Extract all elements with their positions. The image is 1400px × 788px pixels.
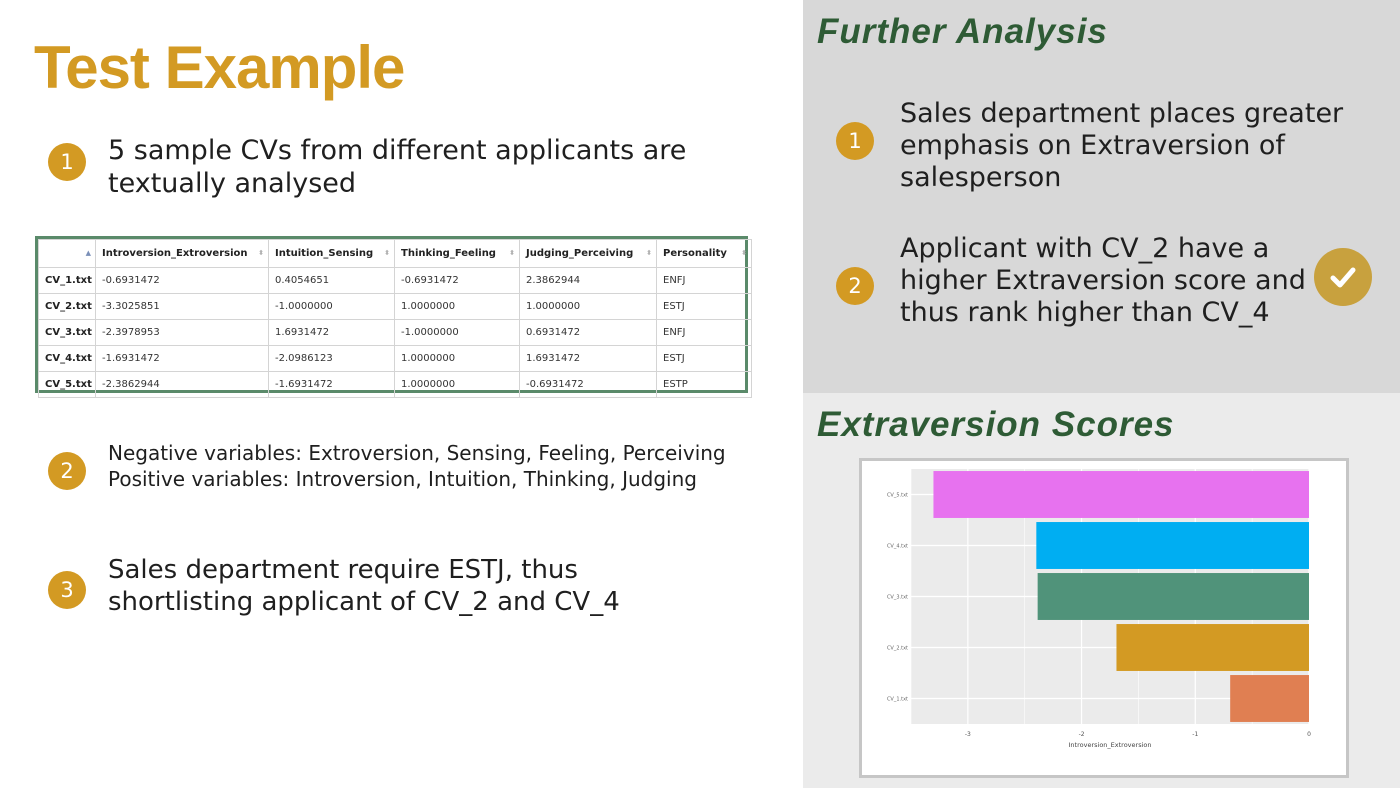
point-3-text: Sales department require ESTJ, thus shor…	[108, 554, 620, 618]
table-cell: 2.3862944	[519, 267, 657, 294]
sort-icon[interactable]: ⬍	[384, 249, 390, 257]
table-cell: -3.3025851	[95, 293, 269, 320]
table-row: CV_4.txt -1.6931472 -2.0986123 1.0000000…	[38, 345, 752, 372]
point-1-line-1: 5 sample CVs from different applicants a…	[108, 135, 687, 166]
column-header-introversion-extroversion[interactable]: Introversion_Extroversion ⬍	[95, 239, 269, 268]
column-header-intuition-sensing[interactable]: Intuition_Sensing ⬍	[268, 239, 395, 268]
table-cell: 1.0000000	[394, 345, 520, 372]
extraversion-bar-chart: -3 -2 -1 0 CV_5.txt CV_4.txt CV_3.txt CV_2.txt C…	[887, 469, 1311, 749]
column-header-personality[interactable]: Personality ⬍	[656, 239, 752, 268]
point-2-line-2: Positive variables: Introversion, Intuit…	[108, 467, 697, 491]
table-cell: 1.0000000	[394, 371, 520, 398]
table-cell: -2.0986123	[268, 345, 395, 372]
table-cell: -2.3978953	[95, 319, 269, 346]
row-name-cell: CV_5.txt	[38, 371, 96, 398]
table-cell: ESTJ	[656, 345, 752, 372]
table-row: CV_1.txt -0.6931472 0.4054651 -0.6931472…	[38, 267, 752, 294]
slide-title: Test Example	[34, 34, 405, 101]
check-circle-icon	[1314, 248, 1372, 306]
row-name-cell: CV_3.txt	[38, 319, 96, 346]
column-header-judging-perceiving[interactable]: Judging_Perceiving ⬍	[519, 239, 657, 268]
table-cell: 0.6931472	[519, 319, 657, 346]
extraversion-scores-panel: Extraversion Scores -3 -2 -1 0 CV_5.txt CV_4.…	[803, 393, 1400, 788]
table-cell: ENFJ	[656, 267, 752, 294]
table-cell: ESTJ	[656, 293, 752, 320]
column-header-rownames[interactable]: ▲	[38, 239, 96, 268]
sort-icon[interactable]: ⬍	[741, 249, 747, 257]
further-point-2-badge: 2	[836, 267, 874, 305]
y-tick-label: CV_2.txt	[887, 646, 908, 652]
point-1-text: 5 sample CVs from different applicants a…	[108, 134, 686, 200]
table-cell: -1.0000000	[394, 319, 520, 346]
table-cell: -0.6931472	[519, 371, 657, 398]
table-cell: -1.6931472	[95, 345, 269, 372]
point-2-badge: 2	[48, 452, 86, 490]
table-cell: 1.6931472	[519, 345, 657, 372]
further-point-2-line-2: higher Extraversion score and	[900, 265, 1306, 296]
extraversion-scores-heading: Extraversion Scores	[817, 405, 1175, 444]
bar-CV_1.txt	[1230, 675, 1309, 722]
row-name-cell: CV_1.txt	[38, 267, 96, 294]
further-point-1-line-3: salesperson	[900, 162, 1062, 193]
table-cell: ENFJ	[656, 319, 752, 346]
y-tick-label: CV_5.txt	[887, 493, 908, 499]
table-cell: -1.6931472	[268, 371, 395, 398]
point-3-line-2: shortlisting applicant of CV_2 and CV_4	[108, 587, 620, 617]
further-analysis-panel: Further Analysis 1 Sales department plac…	[803, 0, 1400, 393]
column-header-thinking-feeling[interactable]: Thinking_Feeling ⬍	[394, 239, 520, 268]
point-3-line-1: Sales department require ESTJ, thus	[108, 555, 578, 585]
bar-CV_4.txt	[1036, 522, 1309, 569]
point-1-line-2: textually analysed	[108, 168, 357, 199]
bar-CV_5.txt	[933, 471, 1309, 518]
further-point-2-line-3: thus rank higher than CV_4	[900, 297, 1270, 328]
further-point-1-line-2: emphasis on Extraversion of	[900, 130, 1285, 161]
further-point-1-text: Sales department places greater emphasis…	[900, 98, 1343, 194]
sort-icon[interactable]: ⬍	[646, 249, 652, 257]
table-cell: 1.6931472	[268, 319, 395, 346]
further-point-2-text: Applicant with CV_2 have a higher Extrav…	[900, 233, 1306, 329]
table-cell: -2.3862944	[95, 371, 269, 398]
table-cell: -1.0000000	[268, 293, 395, 320]
sort-ascending-icon[interactable]: ▲	[85, 249, 91, 257]
row-name-cell: CV_4.txt	[38, 345, 96, 372]
y-tick-label: CV_1.txt	[887, 697, 908, 703]
table-cell: -0.6931472	[95, 267, 269, 294]
y-tick-label: CV_4.txt	[887, 544, 908, 550]
table-cell: 1.0000000	[519, 293, 657, 320]
table-row: CV_2.txt -3.3025851 -1.0000000 1.0000000…	[38, 293, 752, 320]
bar-CV_3.txt	[1037, 573, 1309, 620]
bar-CV_2.txt	[1116, 624, 1309, 671]
table-row: CV_5.txt -2.3862944 -1.6931472 1.0000000…	[38, 371, 752, 398]
x-tick-label: 0	[1307, 731, 1311, 738]
table-row: CV_3.txt -2.3978953 1.6931472 -1.0000000…	[38, 319, 752, 346]
point-2-line-1: Negative variables: Extroversion, Sensin…	[108, 441, 726, 465]
point-3-badge: 3	[48, 571, 86, 609]
x-tick-label: -2	[1079, 731, 1085, 738]
table-cell: 0.4054651	[268, 267, 395, 294]
chart-frame: -3 -2 -1 0 CV_5.txt CV_4.txt CV_3.txt CV_2.txt C…	[859, 458, 1349, 778]
y-tick-label: CV_3.txt	[887, 595, 908, 601]
further-point-1-badge: 1	[836, 122, 874, 160]
table-cell: ESTP	[656, 371, 752, 398]
x-axis-label: Introversion_Extroversion	[1069, 741, 1152, 749]
row-name-cell: CV_2.txt	[38, 293, 96, 320]
sort-icon[interactable]: ⬍	[509, 249, 515, 257]
further-point-1-line-1: Sales department places greater	[900, 98, 1344, 129]
table-header-row: ▲ Introversion_Extroversion ⬍ Intuition_S…	[38, 239, 752, 268]
table-cell: -0.6931472	[394, 267, 520, 294]
x-tick-label: -3	[965, 731, 971, 738]
table-cell: 1.0000000	[394, 293, 520, 320]
further-analysis-heading: Further Analysis	[817, 12, 1108, 51]
cv-scores-table: ▲ Introversion_Extroversion ⬍ Intuition_S…	[35, 236, 752, 398]
point-1-badge: 1	[48, 143, 86, 181]
sort-icon[interactable]: ⬍	[258, 249, 264, 257]
x-tick-label: -1	[1192, 731, 1198, 738]
further-point-2-line-1: Applicant with CV_2 have a	[900, 233, 1270, 264]
point-2-text: Negative variables: Extroversion, Sensin…	[108, 440, 726, 492]
